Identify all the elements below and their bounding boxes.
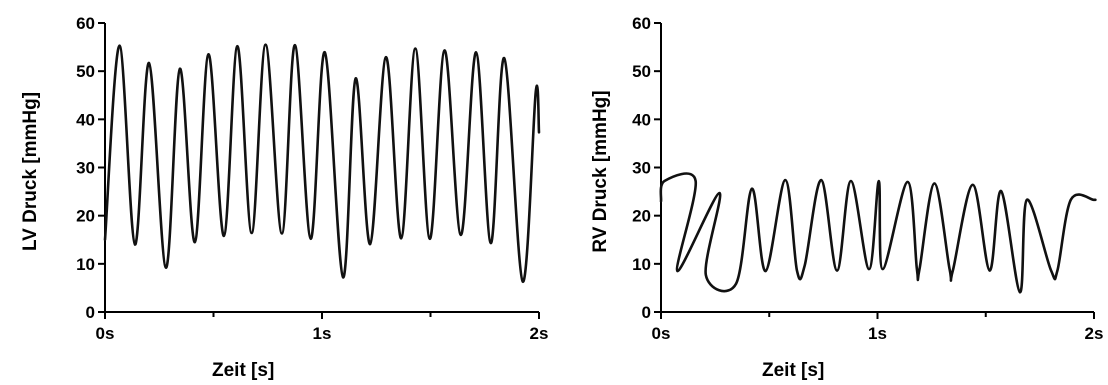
- lv-pressure-chart: 0 10 20 30 40 50 60 0s 1s 2s Zeit [s] LV Druck [mmH…: [20, 14, 548, 381]
- lv-y-tick-label: 60: [76, 14, 95, 33]
- rv-y-tick-label: 40: [632, 110, 651, 129]
- lv-x-tick-label: 0s: [96, 324, 115, 343]
- rv-y-tick-label: 50: [632, 62, 651, 81]
- rv-pressure-trace: [659, 172, 1097, 294]
- lv-x-tick-label: 2s: [530, 324, 549, 343]
- lv-pressure-trace: [103, 43, 541, 283]
- lv-y-tick-label: 20: [76, 207, 95, 226]
- lv-y-tick-label: 0: [86, 303, 95, 322]
- rv-pressure-chart: 0 10 20 30 40 50 60 0s 1s 2s Zeit [s] RV Druck [mmH…: [590, 14, 1103, 381]
- rv-y-axis-title: RV Druck [mmHg]: [590, 90, 611, 252]
- rv-x-tick-label: 1s: [868, 324, 887, 343]
- rv-y-tick-label: 30: [632, 159, 651, 178]
- lv-y-axis-title: LV Druck [mmHg]: [20, 92, 41, 251]
- lv-y-tick-label: 50: [76, 62, 95, 81]
- lv-x-tick-label: 1s: [313, 324, 332, 343]
- lv-y-tick-label: 10: [76, 255, 95, 274]
- rv-x-axis-title: Zeit [s]: [762, 360, 824, 381]
- rv-y-tick-label: 20: [632, 207, 651, 226]
- rv-y-tick-label: 0: [642, 303, 651, 322]
- rv-x-tick-label: 0s: [652, 324, 671, 343]
- rv-y-tick-label: 10: [632, 255, 651, 274]
- lv-y-tick-label: 40: [76, 110, 95, 129]
- lv-x-axis-title: Zeit [s]: [212, 360, 274, 381]
- lv-y-tick-label: 30: [76, 159, 95, 178]
- rv-x-tick-label: 2s: [1085, 324, 1104, 343]
- rv-y-tick-label: 60: [632, 14, 651, 33]
